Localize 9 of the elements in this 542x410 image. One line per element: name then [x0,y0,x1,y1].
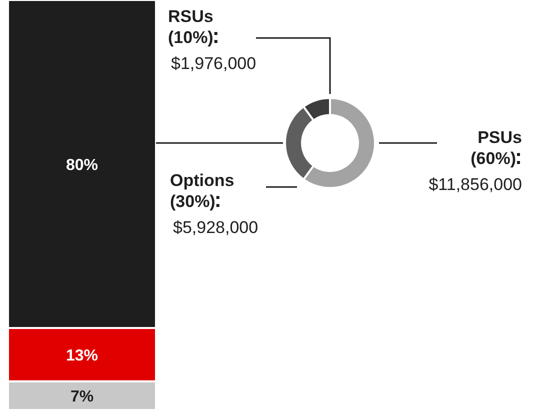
data-label: 13% [66,348,98,365]
data-label: 7% [70,388,94,406]
slice-label: PSUs (60%) [470,128,522,168]
data-label: $5,928,000 [173,218,258,237]
slice-label: Options (30%) [170,171,234,211]
data-label: $11,856,000 [428,175,522,194]
data-label: $1,976,000 [171,54,256,73]
data-label: 80% [66,157,98,174]
slice-label: RSUs (10%) [168,7,214,47]
